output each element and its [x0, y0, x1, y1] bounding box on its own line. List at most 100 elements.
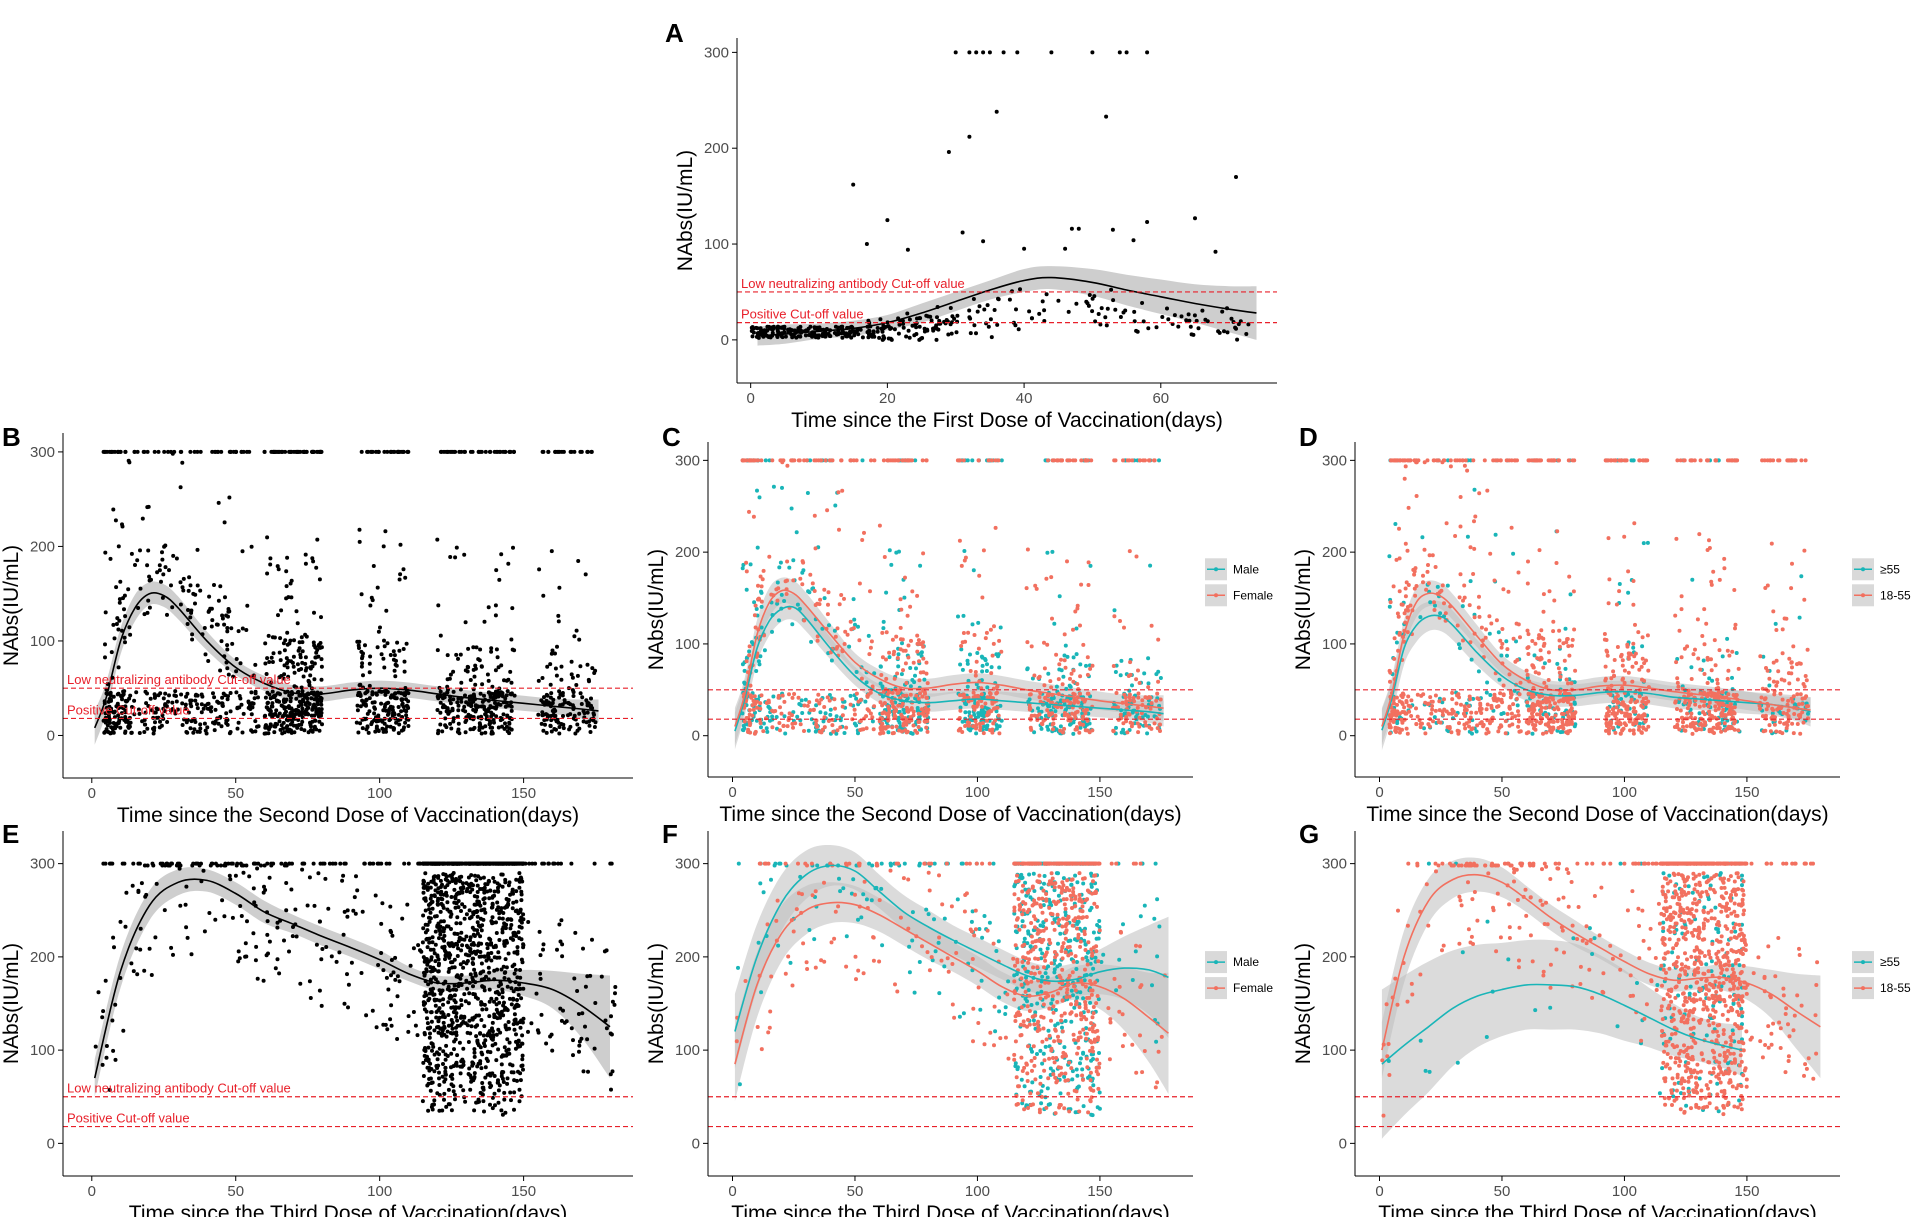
data-point: [1024, 586, 1029, 591]
data-point: [1679, 655, 1684, 660]
data-point: [172, 449, 177, 454]
data-point: [1790, 665, 1794, 670]
data-point: [1700, 717, 1705, 722]
data-point: [776, 586, 781, 591]
data-point: [1395, 721, 1400, 726]
data-point: [1791, 731, 1796, 736]
data-point: [491, 712, 496, 717]
x-tick-label: 150: [1087, 784, 1112, 801]
data-point: [766, 704, 771, 709]
data-point: [222, 520, 227, 525]
data-point: [376, 719, 381, 723]
data-point: [577, 637, 582, 642]
data-point: [1678, 708, 1683, 713]
data-point: [308, 720, 312, 725]
data-point: [317, 577, 322, 582]
data-point: [1730, 726, 1735, 731]
data-point: [818, 710, 823, 715]
data-point: [794, 530, 799, 535]
data-point: [253, 689, 258, 694]
data-point: [1507, 723, 1512, 728]
data-point: [561, 726, 566, 731]
data-point: [493, 706, 498, 711]
data-point: [1541, 609, 1546, 614]
data-point: [1430, 707, 1435, 712]
data-point: [316, 449, 321, 454]
data-point: [450, 706, 455, 711]
data-point: [376, 713, 381, 718]
data-point: [270, 701, 275, 706]
data-point: [181, 588, 186, 593]
data-point: [199, 692, 204, 697]
data-point: [971, 297, 976, 301]
data-point: [975, 309, 980, 314]
data-point: [537, 567, 542, 572]
data-point: [784, 592, 789, 596]
data-point: [1565, 700, 1570, 704]
data-point: [740, 566, 745, 571]
data-point: [279, 723, 284, 728]
data-point: [220, 613, 225, 618]
data-point: [1437, 699, 1442, 704]
data-point: [1617, 589, 1622, 594]
data-point: [499, 552, 504, 557]
data-point: [370, 700, 375, 705]
data-point: [355, 639, 360, 644]
data-point: [808, 708, 813, 713]
data-point: [897, 549, 901, 554]
data-point: [1535, 712, 1539, 717]
data-point: [466, 665, 471, 670]
data-point: [1042, 683, 1047, 688]
data-point: [1039, 726, 1044, 731]
data-point: [1461, 598, 1465, 603]
data-point: [869, 639, 874, 644]
data-point: [1564, 640, 1569, 645]
data-point: [391, 657, 396, 662]
data-point: [272, 730, 277, 735]
data-point: [797, 458, 802, 463]
data-point: [1701, 658, 1706, 663]
data-point: [134, 690, 139, 695]
data-point: [370, 690, 375, 695]
data-point: [1517, 692, 1522, 697]
data-point: [1052, 621, 1057, 626]
data-point: [879, 727, 883, 732]
data-point: [275, 564, 280, 569]
data-point: [292, 638, 296, 643]
data-point: [918, 316, 923, 321]
data-point: [508, 669, 513, 674]
data-point: [1472, 546, 1477, 551]
data-point: [892, 649, 897, 654]
data-point: [1473, 514, 1478, 519]
data-point: [302, 449, 307, 454]
data-point: [310, 728, 315, 733]
data-point: [120, 705, 125, 709]
data-point: [1700, 634, 1705, 638]
data-point: [972, 633, 977, 637]
data-point: [783, 731, 788, 736]
data-point: [451, 669, 456, 674]
data-point: [1641, 541, 1646, 546]
data-point: [285, 661, 290, 666]
data-point: [823, 334, 828, 339]
data-point: [800, 711, 805, 715]
data-point: [446, 711, 451, 716]
data-point: [1087, 293, 1092, 297]
data-point: [1125, 730, 1130, 735]
data-point: [1685, 716, 1690, 721]
data-point: [1394, 730, 1399, 734]
data-point: [993, 706, 997, 711]
data-point: [507, 731, 512, 736]
data-point: [146, 598, 151, 603]
data-point: [202, 626, 207, 630]
data-point: [270, 689, 275, 694]
data-point: [980, 669, 985, 674]
data-point: [1689, 711, 1694, 716]
data-point: [935, 315, 939, 320]
data-point: [1690, 731, 1695, 736]
data-point: [1672, 725, 1677, 729]
data-point: [967, 134, 972, 139]
data-point: [1033, 583, 1038, 588]
data-point: [817, 701, 822, 706]
